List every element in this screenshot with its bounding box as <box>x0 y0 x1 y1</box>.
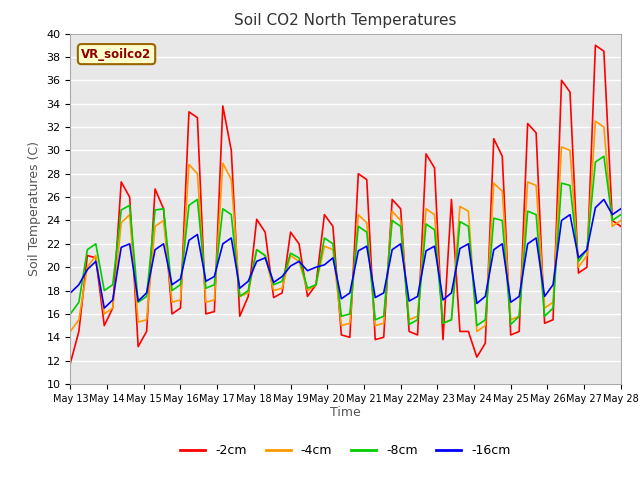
Legend: -2cm, -4cm, -8cm, -16cm: -2cm, -4cm, -8cm, -16cm <box>175 439 516 462</box>
X-axis label: Time: Time <box>330 407 361 420</box>
Y-axis label: Soil Temperatures (C): Soil Temperatures (C) <box>28 141 41 276</box>
Text: VR_soilco2: VR_soilco2 <box>81 48 152 60</box>
Title: Soil CO2 North Temperatures: Soil CO2 North Temperatures <box>234 13 457 28</box>
